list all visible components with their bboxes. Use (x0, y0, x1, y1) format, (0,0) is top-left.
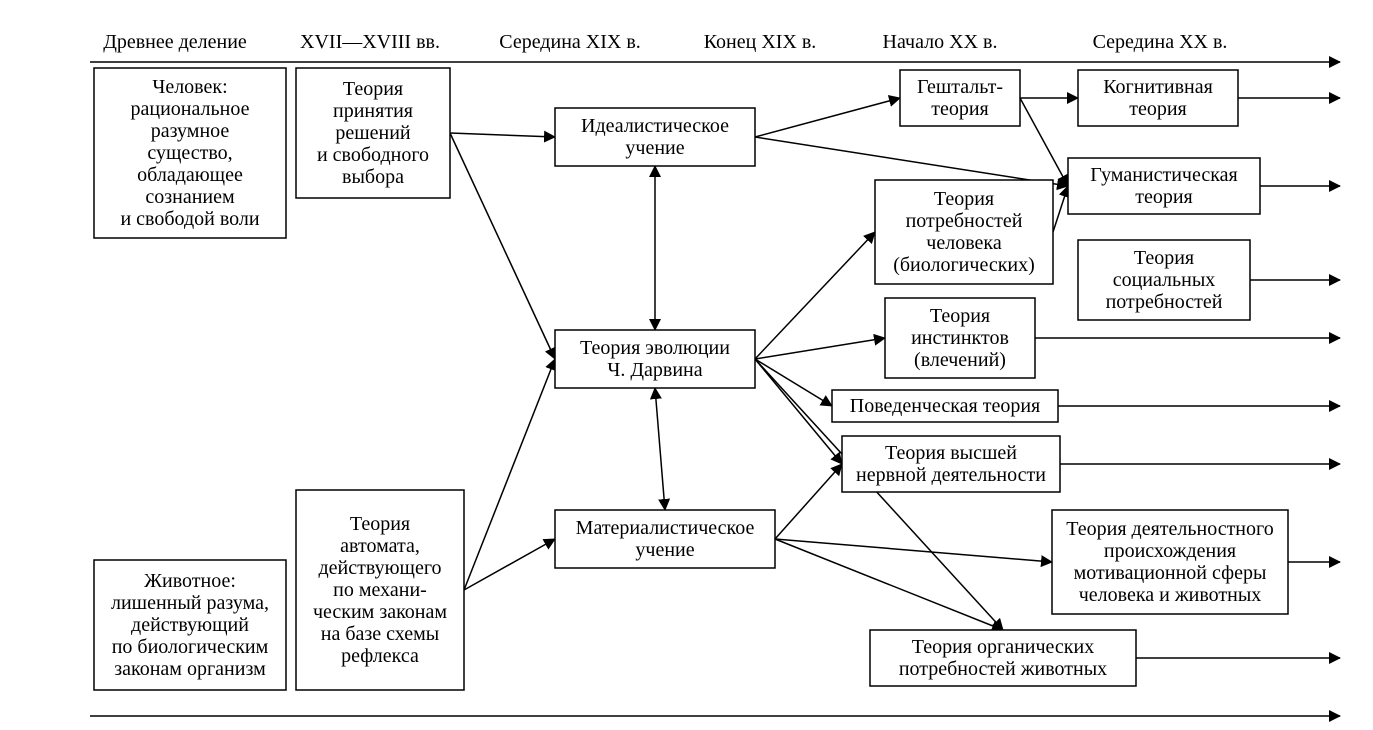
node-label: Теория (343, 78, 403, 100)
edge (755, 232, 875, 359)
edge (1020, 98, 1068, 186)
edge (755, 137, 1068, 186)
node-label: учение (635, 539, 694, 561)
node-label: Теория (1134, 247, 1194, 269)
node-n_gestalt: Гештальт-теория (900, 70, 1020, 126)
node-label: потребностей животных (899, 658, 1107, 680)
node-label: и свободного (317, 144, 429, 166)
node-label: Животное: (144, 570, 236, 592)
node-label: (биологических) (893, 254, 1035, 276)
node-label: Материалистическое (576, 517, 755, 539)
nodes-layer: Человек:рациональноеразумноесущество,обл… (94, 68, 1288, 690)
edge (775, 464, 842, 539)
node-label: человека и животных (1079, 584, 1262, 606)
node-label: (влечений) (914, 349, 1006, 371)
node-label: теория (1129, 98, 1187, 120)
node-label: теория (1135, 186, 1193, 208)
flowchart-diagram: Древнее деление XVII—XVIII вв. Середина XI… (0, 0, 1373, 730)
edge (775, 539, 1003, 630)
edge (450, 133, 555, 137)
node-n_needs: Теорияпотребностейчеловека(биологических… (875, 180, 1053, 284)
column-header: Конец XIX в. (704, 31, 817, 53)
node-n_animal: Животное:лишенный разума,действующийпо б… (94, 560, 286, 690)
node-n_instinct: Теорияинстинктов(влечений) (885, 298, 1035, 378)
node-n_cognitive: Когнитивнаятеория (1078, 70, 1238, 126)
node-label: Теория (930, 305, 990, 327)
edge (1053, 186, 1068, 232)
node-label: происхождения (1104, 540, 1236, 562)
edge (655, 388, 665, 510)
node-label: законам организм (114, 658, 266, 680)
node-label: Гуманистическая (1090, 164, 1237, 186)
node-label: ческим законам (313, 601, 447, 623)
column-header: Середина XX в. (1093, 31, 1228, 53)
node-n_material: Материалистическоеучение (555, 510, 775, 568)
node-label: Гештальт- (917, 76, 1003, 98)
node-label: Теория высшей (885, 442, 1017, 464)
node-label: Теория органических (912, 636, 1094, 658)
edge (755, 359, 842, 464)
node-n_darwin: Теория эволюцииЧ. Дарвина (555, 330, 755, 388)
node-label: Теория (934, 188, 994, 210)
node-label: Теория (350, 513, 410, 535)
edge (775, 539, 1052, 562)
node-n_decision: Теорияпринятиярешенийи свободноговыбора (296, 68, 450, 198)
edge (464, 539, 555, 590)
node-label: действующего (318, 557, 441, 579)
node-label: рациональное (131, 98, 250, 120)
node-label: и свободой воли (120, 208, 259, 230)
node-label: рефлекса (341, 645, 419, 667)
node-label: Поведенческая теория (850, 395, 1040, 417)
node-n_behavior: Поведенческая теория (832, 390, 1058, 422)
column-header: Середина XIX в. (499, 31, 641, 53)
node-label: инстинктов (911, 327, 1009, 349)
edge (464, 359, 555, 590)
node-label: сознанием (145, 186, 235, 208)
node-label: Идеалистическое (581, 115, 729, 137)
edge (450, 133, 555, 359)
node-label: выбора (342, 166, 404, 188)
node-label: Теория деятельностного (1066, 518, 1273, 540)
node-label: социальных (1113, 269, 1216, 291)
node-n_human: Человек:рациональноеразумноесущество,обл… (94, 68, 286, 238)
node-label: Человек: (152, 76, 227, 98)
node-label: автомата, (340, 535, 420, 557)
node-label: лишенный разума, (111, 592, 269, 614)
edge (755, 338, 885, 359)
column-header: XVII—XVIII вв. (300, 31, 440, 53)
node-label: Ч. Дарвина (607, 359, 702, 381)
node-label: Теория эволюции (580, 337, 730, 359)
node-n_activity: Теория деятельностногопроисхождениямотив… (1052, 510, 1288, 614)
node-label: нервной деятельности (856, 464, 1046, 486)
edge (755, 359, 832, 406)
node-label: человека (926, 232, 1002, 254)
node-label: потребностей (1106, 291, 1223, 313)
node-label: обладающее (137, 164, 243, 186)
node-label: мотивационной сферы (1074, 562, 1267, 584)
node-label: решений (335, 122, 411, 144)
node-label: существо, (147, 142, 232, 164)
node-label: действующий (131, 614, 249, 636)
node-label: по биологическим (112, 636, 269, 658)
node-label: принятия (333, 100, 413, 122)
edge (755, 98, 900, 137)
node-label: Когнитивная (1103, 76, 1213, 98)
node-n_ideal: Идеалистическоеучение (555, 108, 755, 166)
node-label: по механи- (333, 579, 427, 601)
column-header: Начало XX в. (883, 31, 998, 53)
column-header: Древнее деление (103, 31, 247, 53)
node-n_organic: Теория органическихпотребностей животных (870, 630, 1136, 686)
node-n_automat: Теорияавтомата,действующегопо механи-чес… (296, 490, 464, 690)
node-n_highnerv: Теория высшейнервной деятельности (842, 436, 1060, 492)
node-n_human_th: Гуманистическаятеория (1068, 158, 1260, 214)
node-n_social: Теориясоциальныхпотребностей (1078, 240, 1250, 320)
node-label: разумное (151, 120, 230, 142)
node-label: на базе схемы (321, 623, 440, 645)
node-label: потребностей (906, 210, 1023, 232)
node-label: теория (931, 98, 989, 120)
node-label: учение (625, 137, 684, 159)
